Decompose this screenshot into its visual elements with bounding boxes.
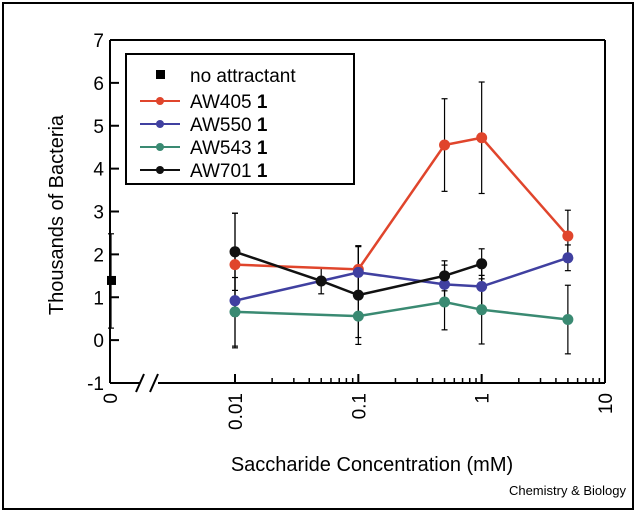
credit-line: Chemistry & Biology [509, 483, 627, 498]
legend-series-name: AW405 [190, 92, 257, 113]
x-tick-label: 1 [473, 393, 494, 404]
axis-break-mark-left [135, 373, 145, 393]
y-tick-label: 6 [93, 74, 104, 95]
data-point [352, 266, 364, 278]
data-point [229, 306, 241, 318]
y-tick-label: 2 [93, 245, 104, 266]
data-point [439, 270, 451, 282]
x-tick-label: 0 [101, 393, 122, 404]
data-point [352, 289, 364, 301]
series-no-attractant [107, 233, 116, 329]
y-tick-label: 1 [93, 288, 104, 309]
x-tick-label: 0.01 [226, 393, 247, 430]
control-point [107, 275, 116, 285]
data-point [562, 252, 574, 264]
y-tick-label: 4 [93, 160, 104, 181]
legend-label: AW405 1 [190, 92, 268, 113]
legend-marker [156, 97, 164, 105]
legend-box [125, 53, 355, 185]
legend-series-suffix: 1 [257, 92, 268, 113]
series-line-aw701 [229, 246, 488, 301]
legend-series-name: AW701 [190, 161, 257, 182]
data-point [476, 132, 488, 144]
legend-label: AW701 1 [190, 161, 268, 182]
series-aw550 [232, 244, 571, 349]
legend-series-name: AW543 [190, 138, 257, 159]
legend-series-suffix: 1 [257, 161, 268, 182]
series-line [234, 256, 569, 302]
data-point [476, 304, 488, 316]
legend-series-name: AW550 [190, 115, 257, 136]
y-tick-label: 7 [93, 31, 104, 52]
x-tick-label: 10 [596, 393, 617, 414]
data-point [439, 139, 451, 151]
data-point [352, 310, 364, 322]
data-point [439, 278, 451, 290]
data-point [439, 296, 451, 308]
x-axis-title: Saccharide Concentration (mM) [231, 454, 513, 476]
legend-marker [156, 166, 164, 174]
series-layer [107, 81, 574, 355]
legend-label: AW543 1 [190, 138, 268, 159]
y-axis-title: Thousands of Bacteria [46, 114, 68, 315]
legend-marker [156, 120, 164, 128]
legend-series-suffix: 1 [257, 138, 268, 159]
legend-label: AW550 1 [190, 115, 268, 136]
data-point [315, 275, 327, 287]
data-point [562, 230, 574, 242]
series-line-aw543 [229, 296, 574, 326]
series-line-aw550 [229, 252, 574, 307]
series-line [234, 300, 569, 321]
legend-label-no-attractant: no attractant [190, 66, 296, 87]
legend-marker [156, 143, 164, 151]
axis-break-mark-right [149, 373, 159, 393]
data-point [562, 314, 574, 326]
data-point [229, 295, 241, 307]
data-point [476, 281, 488, 293]
legend-series-suffix: 1 [257, 115, 268, 136]
plot-frame [109, 39, 606, 393]
data-point [229, 259, 241, 271]
y-tick-label: 5 [93, 117, 104, 138]
legend-marker-no-attractant [156, 70, 165, 79]
data-point [229, 246, 241, 258]
data-point [476, 258, 488, 270]
y-tick-label: 3 [93, 203, 104, 224]
y-tick-label: 0 [93, 331, 104, 352]
x-tick-label: 0.1 [349, 393, 370, 419]
y-tick-label: -1 [87, 374, 104, 395]
